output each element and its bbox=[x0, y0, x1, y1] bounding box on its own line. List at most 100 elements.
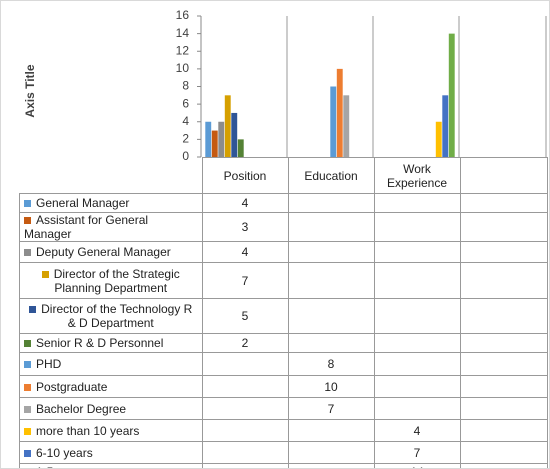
value-cell bbox=[459, 375, 548, 398]
value-cell: 4 bbox=[373, 419, 461, 442]
value-cell: 7 bbox=[201, 262, 289, 299]
value-cell: 4 bbox=[201, 241, 289, 263]
value-cell bbox=[459, 397, 548, 420]
bar bbox=[205, 121, 212, 157]
value-cell bbox=[201, 397, 289, 420]
table-row: Bachelor Degree 7 bbox=[19, 397, 548, 420]
legend-label: Deputy General Manager bbox=[36, 245, 171, 259]
bar bbox=[330, 86, 337, 157]
table-row: PHD 8 bbox=[19, 352, 548, 376]
value-cell bbox=[459, 419, 548, 442]
legend-label: General Manager bbox=[36, 196, 130, 210]
legend-swatch bbox=[24, 449, 31, 457]
value-cell bbox=[287, 298, 375, 334]
value-cell bbox=[459, 352, 548, 376]
bar bbox=[343, 95, 350, 157]
series-label: Postgraduate bbox=[19, 375, 203, 398]
value-cell bbox=[287, 262, 375, 299]
value-cell bbox=[287, 463, 375, 468]
y-axis-title: Axis Title bbox=[23, 64, 37, 117]
y-tick-label: 4 bbox=[182, 114, 189, 128]
category-header: Work Experience bbox=[373, 157, 461, 194]
series-label: PHD bbox=[19, 352, 203, 376]
bar bbox=[435, 121, 442, 157]
bar bbox=[218, 121, 225, 157]
value-cell: 2 bbox=[201, 333, 289, 353]
value-cell bbox=[459, 241, 548, 263]
legend-swatch bbox=[24, 405, 31, 413]
legend-label: Director of the Technology R & D Departm… bbox=[41, 302, 193, 330]
value-cell bbox=[373, 333, 461, 353]
bar bbox=[224, 95, 231, 157]
series-label: Director of the Strategic Planning Depar… bbox=[19, 262, 203, 299]
value-cell bbox=[201, 419, 289, 442]
legend-label: more than 10 years bbox=[36, 423, 140, 438]
value-cell bbox=[287, 212, 375, 242]
value-cell bbox=[373, 262, 461, 299]
legend-swatch bbox=[41, 270, 49, 278]
value-cell: 5 bbox=[201, 298, 289, 334]
table-row: more than 10 years 4 bbox=[19, 419, 548, 442]
y-tick-label: 6 bbox=[182, 96, 189, 110]
legend-label: 1-5 years bbox=[36, 465, 86, 468]
legend-label: Senior R & D Personnel bbox=[36, 336, 164, 350]
value-cell bbox=[201, 463, 289, 468]
bar bbox=[448, 33, 455, 157]
value-cell bbox=[373, 375, 461, 398]
value-cell bbox=[459, 441, 548, 464]
series-label: Assistant for General Manager bbox=[19, 212, 203, 242]
value-cell: 4 bbox=[201, 193, 289, 213]
y-tick-label: 8 bbox=[182, 79, 189, 93]
legend-swatch bbox=[24, 217, 31, 225]
series-label: 1-5 years bbox=[19, 463, 203, 468]
data-table: Position Education Work Experience General … bbox=[19, 157, 548, 468]
legend-swatch bbox=[24, 383, 31, 391]
table-row: General Manager 4 bbox=[19, 193, 548, 213]
series-label: General Manager bbox=[19, 193, 203, 213]
table-row: Senior R & D Personnel 2 bbox=[19, 333, 548, 353]
table-row: Postgraduate 10 bbox=[19, 375, 548, 398]
value-cell bbox=[287, 333, 375, 353]
series-label: Senior R & D Personnel bbox=[19, 333, 203, 353]
legend-label: PHD bbox=[36, 357, 62, 371]
value-cell: 14 bbox=[373, 463, 461, 468]
value-cell bbox=[201, 375, 289, 398]
value-cell bbox=[373, 352, 461, 376]
value-cell bbox=[373, 241, 461, 263]
series-label: Deputy General Manager bbox=[19, 241, 203, 263]
legend-label: Bachelor Degree bbox=[36, 401, 127, 416]
value-cell bbox=[287, 441, 375, 464]
legend-swatch bbox=[24, 340, 31, 348]
y-tick-label: 12 bbox=[176, 43, 190, 57]
value-cell: 3 bbox=[201, 212, 289, 242]
value-cell bbox=[287, 419, 375, 442]
value-cell bbox=[201, 352, 289, 376]
value-cell: 8 bbox=[287, 352, 375, 376]
value-cell: 10 bbox=[287, 375, 375, 398]
series-label: 6-10 years bbox=[19, 441, 203, 464]
corner-cell bbox=[19, 157, 203, 194]
table-row: Deputy General Manager 4 bbox=[19, 241, 548, 263]
value-cell bbox=[459, 463, 548, 468]
table-row: 6-10 years 7 bbox=[19, 441, 548, 464]
value-cell: 7 bbox=[373, 441, 461, 464]
legend-swatch bbox=[24, 249, 31, 257]
value-cell: 7 bbox=[287, 397, 375, 420]
y-tick-label: 10 bbox=[176, 61, 190, 75]
series-label: Director of the Technology R & D Departm… bbox=[19, 298, 203, 334]
bar bbox=[211, 130, 218, 157]
value-cell bbox=[287, 193, 375, 213]
header-row: Position Education Work Experience bbox=[19, 157, 548, 194]
category-header bbox=[459, 157, 548, 194]
bar bbox=[442, 95, 449, 157]
legend-label: Postgraduate bbox=[36, 379, 108, 394]
legend-swatch bbox=[24, 200, 31, 208]
table-row: Director of the Technology R & D Departm… bbox=[19, 298, 548, 334]
bar bbox=[237, 139, 244, 157]
value-cell bbox=[373, 212, 461, 242]
y-tick-label: 2 bbox=[182, 132, 189, 146]
table-row: 1-5 years 14 bbox=[19, 463, 548, 468]
value-cell bbox=[459, 298, 548, 334]
